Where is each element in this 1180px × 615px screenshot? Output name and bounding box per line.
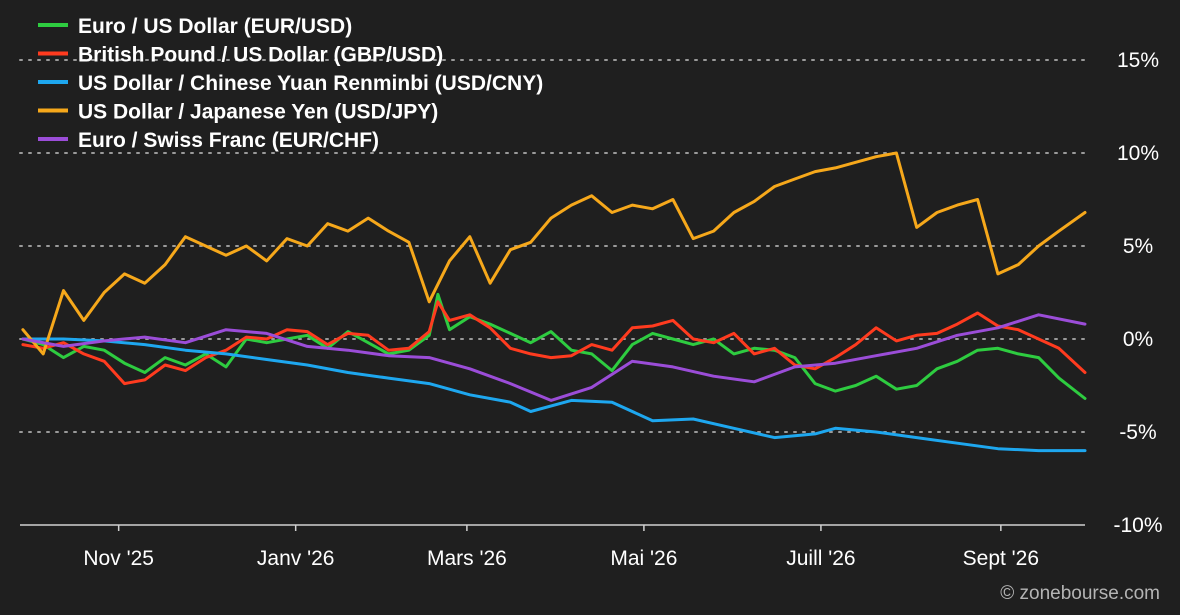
series-line-3 bbox=[21, 151, 1087, 356]
series-line-2 bbox=[21, 337, 1087, 453]
y-tick-label: 5% bbox=[1123, 235, 1153, 258]
x-tick-label: Juill '26 bbox=[786, 547, 855, 570]
watermark-text: © zonebourse.com bbox=[1000, 583, 1160, 604]
x-tick-label: Sept '26 bbox=[963, 547, 1039, 570]
y-tick-label: -10% bbox=[1113, 514, 1162, 537]
series-line-4 bbox=[21, 313, 1087, 402]
y-tick-label: 0% bbox=[1123, 328, 1153, 351]
legend-label: British Pound / US Dollar (GBP/USD) bbox=[78, 44, 443, 67]
axes: 15% 10% 5% 0% -5% -10% Nov '25 Janv '26 Mars '26… bbox=[20, 49, 1163, 570]
y-tick-label: 15% bbox=[1117, 49, 1159, 72]
y-tick-label: 10% bbox=[1117, 142, 1159, 165]
legend-label: Euro / Swiss Franc (EUR/CHF) bbox=[78, 129, 379, 152]
x-tick-label: Mai '26 bbox=[610, 547, 677, 570]
legend-label: US Dollar / Japanese Yen (USD/JPY) bbox=[78, 101, 438, 124]
x-tick-label: Janv '26 bbox=[257, 547, 335, 570]
legend: Euro / US Dollar (EUR/USD) British Pound … bbox=[38, 15, 543, 152]
legend-label: US Dollar / Chinese Yuan Renminbi (USD/C… bbox=[78, 72, 543, 95]
series-line-1 bbox=[21, 300, 1087, 386]
x-tick-label: Mars '26 bbox=[427, 547, 507, 570]
legend-label: Euro / US Dollar (EUR/USD) bbox=[78, 15, 352, 38]
y-tick-label: -5% bbox=[1119, 421, 1156, 444]
x-tick-label: Nov '25 bbox=[83, 547, 154, 570]
series-line-0 bbox=[21, 292, 1087, 400]
series-lines bbox=[21, 151, 1087, 453]
grid bbox=[19, 59, 1086, 433]
